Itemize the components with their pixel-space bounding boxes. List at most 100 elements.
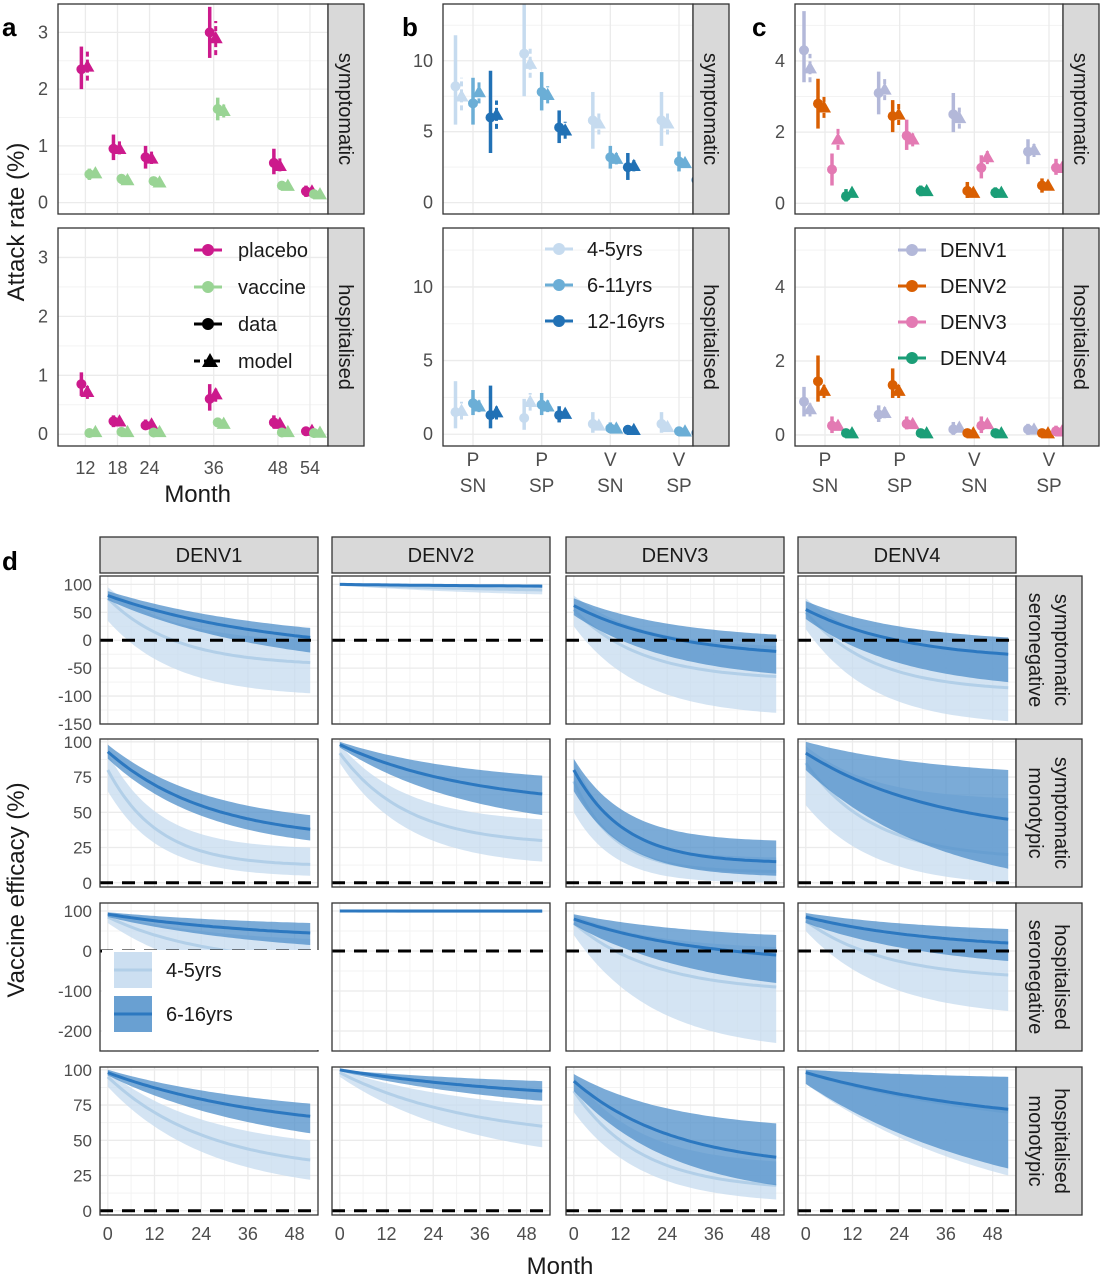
model-triangle <box>803 61 817 74</box>
x-tick-label: 0 <box>801 1224 811 1244</box>
point-12-16yrs <box>554 110 573 144</box>
point-DENV1 <box>873 405 892 422</box>
x-tick-label: SN <box>597 476 623 497</box>
model-triangle <box>966 185 981 198</box>
x-tick-label: V <box>968 450 981 471</box>
efficacy-line-old <box>572 1079 777 1159</box>
x-axis-title: Month <box>527 1253 594 1280</box>
y-tick-label: 4 <box>775 51 785 71</box>
x-tick-label: P <box>893 450 906 471</box>
point-DENV3 <box>976 149 995 179</box>
facet-strip-b <box>692 227 730 447</box>
model-triangle <box>112 414 127 427</box>
x-tick-label: 12 <box>842 1224 862 1244</box>
efficacy-line-old <box>107 594 311 639</box>
y-tick-label: 100 <box>64 902 92 921</box>
model-triangle <box>877 82 892 95</box>
y-tick-label: 2 <box>38 306 48 326</box>
model-triangle <box>80 59 95 72</box>
panel-letter: a <box>2 12 17 42</box>
legend-label: 6-11yrs <box>587 275 652 297</box>
panel-d-frame <box>565 1066 785 1216</box>
model-triangle <box>540 87 555 101</box>
point-placebo <box>76 372 95 399</box>
panel-d-frame <box>99 738 319 888</box>
point-vaccine <box>276 178 295 191</box>
facet-label: hospitalised <box>1050 1088 1072 1194</box>
model-triangle <box>817 100 831 113</box>
x-tick-label: SP <box>1036 476 1061 497</box>
point-DENV2 <box>813 78 831 129</box>
efficacy-line-young <box>106 769 311 866</box>
model-triangle <box>472 84 486 98</box>
data-point <box>887 380 898 391</box>
x-tick-label: 18 <box>107 458 127 478</box>
model-triangle <box>216 416 231 429</box>
point-DENV4 <box>915 183 934 197</box>
point-vaccine <box>212 97 231 121</box>
data-point <box>519 413 530 424</box>
model-triangle <box>216 103 231 116</box>
model-triangle <box>152 175 167 188</box>
point-placebo <box>140 417 159 431</box>
model-triangle <box>202 353 218 367</box>
model-triangle <box>1027 142 1041 156</box>
efficacy-band-young <box>339 744 543 862</box>
facet-strip-top <box>797 536 1017 574</box>
model-triangle <box>845 185 859 198</box>
point-4-5yrs <box>450 381 469 429</box>
y-tick-label: 3 <box>38 22 48 42</box>
point-vaccine <box>308 425 327 439</box>
efficacy-band-young <box>573 758 777 883</box>
legend-label: 4-5yrs <box>166 960 222 982</box>
point-DENV3 <box>901 416 920 430</box>
y-tick-label: 5 <box>423 351 433 371</box>
data-point <box>519 48 530 59</box>
x-axis-title: Month <box>164 481 231 508</box>
efficacy-line-old <box>107 912 311 935</box>
point-DENV2 <box>887 368 906 398</box>
x-tick-label: SP <box>666 476 691 497</box>
y-axis-title: Attack rate (%) <box>3 143 30 302</box>
facet-label: DENV1 <box>176 545 243 567</box>
legend-b: 4-5yrs 6-11yrs 12-16yrs <box>545 239 665 333</box>
data-point <box>799 45 809 56</box>
data-point <box>976 162 987 173</box>
y-tick-label: 50 <box>73 803 92 822</box>
panel-letter: b <box>402 12 418 42</box>
y-tick-label: 0 <box>83 874 92 893</box>
y-tick-label: 2 <box>775 351 785 371</box>
model-triangle <box>280 178 295 191</box>
x-tick-label: V <box>604 450 617 471</box>
y-tick-label: 0 <box>423 424 433 444</box>
facet-label: symptomatic <box>699 53 721 165</box>
x-tick-label: 24 <box>191 1224 211 1244</box>
x-tick-label: V <box>673 450 686 471</box>
point-placebo <box>268 415 287 429</box>
point-DENV1 <box>873 71 892 115</box>
data-point <box>948 109 959 120</box>
model-triangle <box>489 107 504 120</box>
efficacy-line-young <box>106 1075 311 1162</box>
legend-label: vaccine <box>238 277 306 299</box>
model-triangle <box>678 424 692 437</box>
y-tick-label: 5 <box>423 122 433 142</box>
panel-d-frame <box>331 902 551 1052</box>
x-tick-label: 48 <box>268 458 288 478</box>
point-4-5yrs <box>656 91 675 146</box>
model-triangle <box>966 426 981 439</box>
model-triangle <box>120 424 135 438</box>
efficacy-line-young <box>804 919 1009 977</box>
x-tick-label: SN <box>961 476 987 497</box>
point-vaccine <box>148 424 167 438</box>
model-triangle <box>817 383 831 396</box>
facet-label: DENV3 <box>642 545 709 567</box>
point-DENV4 <box>841 426 859 439</box>
y-tick-label: 0 <box>423 193 433 213</box>
facet-label: hospitalised <box>1050 924 1072 1030</box>
point-6-11yrs <box>468 390 486 416</box>
legend-key <box>202 281 214 293</box>
efficacy-line-old <box>805 608 1009 656</box>
y-axis-title: Vaccine efficacy (%) <box>3 782 30 997</box>
y-tick-label: 2 <box>38 79 48 99</box>
